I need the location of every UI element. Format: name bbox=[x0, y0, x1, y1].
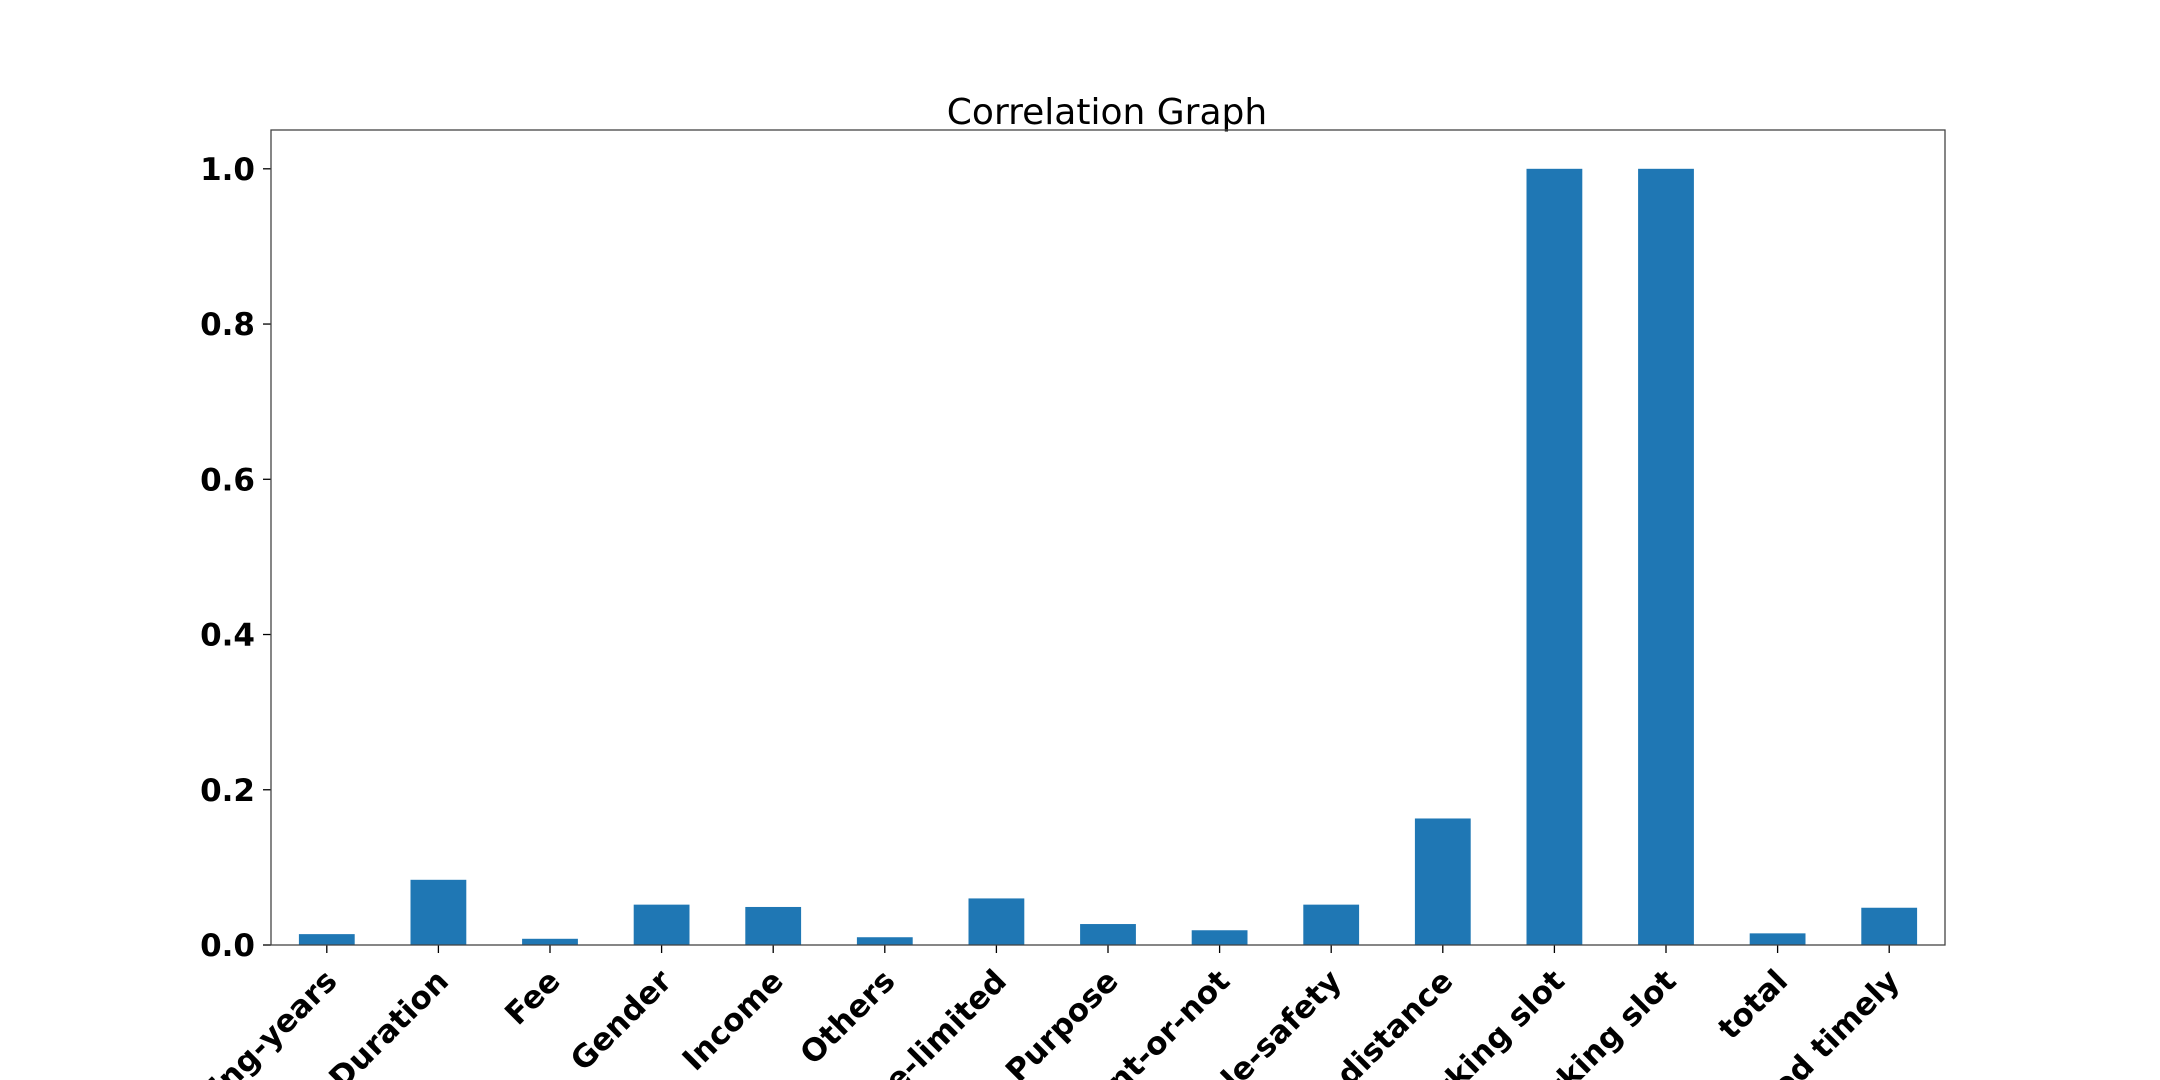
bar-7 bbox=[1080, 924, 1136, 945]
bar-11 bbox=[1526, 168, 1583, 946]
x-tick-label-0: ving-years bbox=[189, 963, 344, 1080]
y-axis: 0.0 0.2 0.4 0.6 0.8 1.0 bbox=[200, 152, 271, 964]
bar-12 bbox=[1638, 168, 1694, 946]
x-tick-label-5: Others bbox=[793, 963, 902, 1072]
y-tick-label-0: 0.0 bbox=[200, 928, 255, 964]
y-tick-label-3: 0.6 bbox=[200, 462, 255, 498]
bar-6 bbox=[968, 898, 1025, 945]
bar-10 bbox=[1414, 818, 1471, 945]
bar-1 bbox=[410, 879, 467, 945]
plot-frame bbox=[270, 129, 1946, 946]
x-tick-label-2: Fee bbox=[498, 963, 567, 1032]
y-tick-label-5: 1.0 bbox=[200, 152, 255, 188]
bars-layer bbox=[298, 168, 1918, 946]
bar-13 bbox=[1749, 933, 1806, 945]
bar-3 bbox=[633, 904, 690, 945]
bar-5 bbox=[856, 937, 913, 945]
bar-4 bbox=[745, 906, 802, 945]
x-tick-label-7: Purpose bbox=[999, 963, 1126, 1080]
bar-14 bbox=[1861, 907, 1918, 945]
x-tick-label-13: total bbox=[1711, 963, 1795, 1047]
y-tick-label-1: 0.2 bbox=[200, 773, 255, 809]
x-tick-label-1: Duration bbox=[322, 963, 456, 1080]
bar-2 bbox=[522, 938, 578, 945]
x-tick-label-4: Income bbox=[676, 963, 791, 1078]
x-tick-label-3: Gender bbox=[564, 963, 680, 1079]
bar-9 bbox=[1303, 904, 1360, 945]
y-tick-label-4: 0.8 bbox=[200, 307, 255, 343]
bar-8 bbox=[1191, 930, 1248, 945]
bar-0 bbox=[298, 934, 355, 945]
x-tick-label-8: nt-or-not bbox=[1100, 963, 1237, 1080]
chart-title: Correlation Graph bbox=[947, 92, 1267, 133]
y-tick-label-2: 0.4 bbox=[200, 618, 255, 654]
